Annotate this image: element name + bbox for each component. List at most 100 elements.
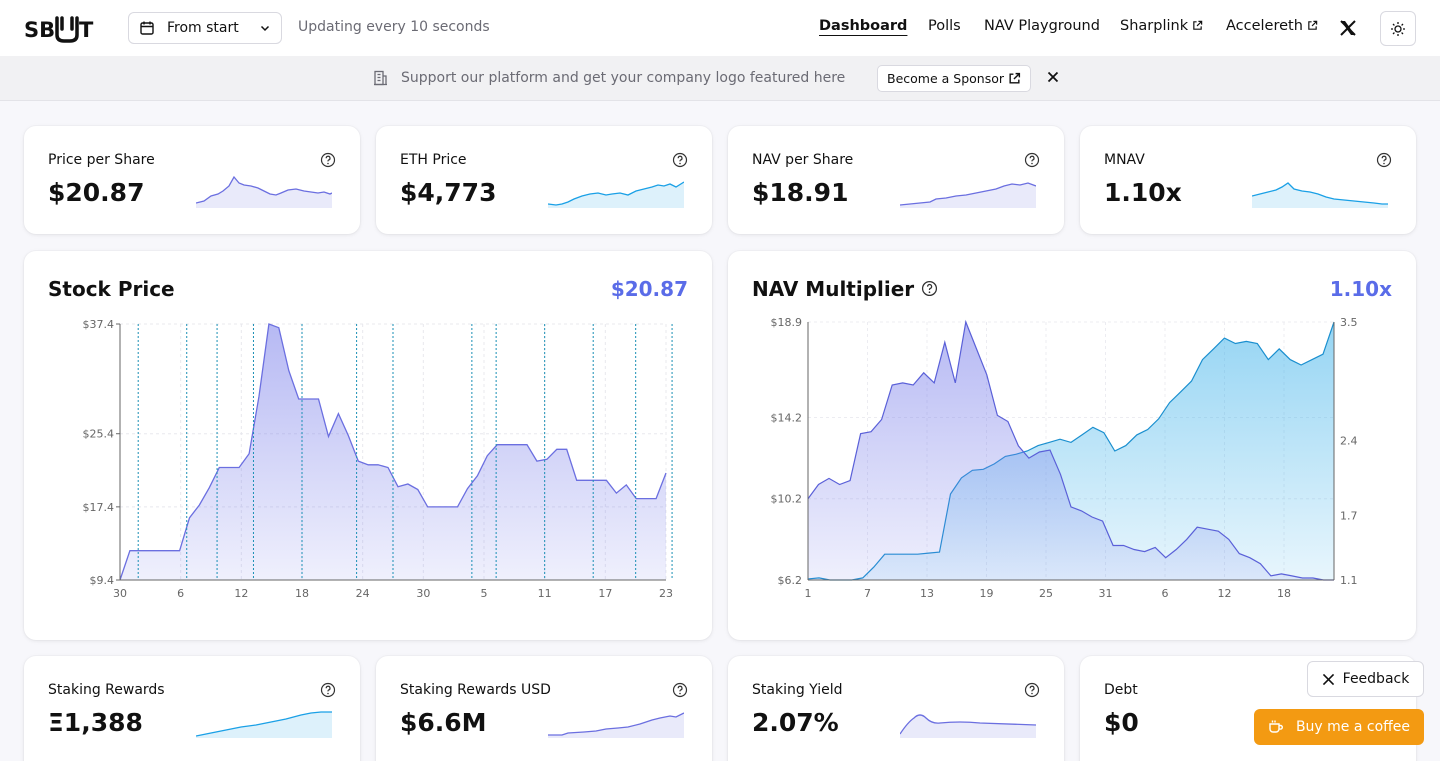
y-left-tick-label: $10.2 [771, 493, 803, 506]
help-icon[interactable] [320, 682, 336, 698]
stat-value: 1.10x [1104, 178, 1182, 207]
help-icon[interactable] [1024, 152, 1040, 168]
buy-coffee-label: Buy me a coffee [1295, 719, 1411, 735]
y-left-tick-label: $14.2 [771, 411, 803, 424]
stat-card-eth-price: ETH Price $4,773 [376, 126, 712, 234]
nav-accelereth[interactable]: Accelereth [1226, 18, 1318, 34]
sparkline-price [196, 175, 332, 208]
building-icon [374, 70, 387, 86]
y-right-tick-label: 1.1 [1340, 574, 1358, 587]
sparkline-mnav [1252, 182, 1388, 208]
x-tick-label: 17 [598, 587, 612, 600]
external-link-icon [1308, 20, 1318, 30]
x-tick-label: 12 [1218, 587, 1232, 600]
nav-polls[interactable]: Polls [928, 18, 961, 34]
calendar-icon [140, 21, 154, 35]
stat-label: ETH Price [400, 152, 467, 168]
nav-series-area [808, 322, 1334, 580]
sparkline-staking-rewards [196, 711, 332, 738]
chevron-down-icon [260, 25, 270, 32]
sbet-logo[interactable]: SB T [24, 13, 104, 43]
y-left-tick-label: $6.2 [778, 574, 803, 587]
y-tick-label: $25.4 [83, 428, 115, 441]
nav-sharplink-label: Sharplink [1120, 18, 1189, 34]
chart-title: Stock Price [48, 277, 175, 301]
feedback-button[interactable]: Feedback [1307, 661, 1424, 697]
stat-value: $6.6M [400, 708, 487, 737]
sponsor-banner: Support our platform and get your compan… [0, 56, 1440, 101]
x-tick-label: 7 [864, 587, 871, 600]
become-sponsor-label: Become a Sponsor [887, 71, 1004, 86]
x-tick-label: 25 [1039, 587, 1053, 600]
nav-multiplier-card: NAV Multiplier 1.10x $6.2 $10.2 $14.2 $18.9… [728, 251, 1416, 640]
theme-toggle-button[interactable] [1380, 11, 1416, 46]
x-twitter-icon [1322, 673, 1334, 685]
x-tick-label: 1 [805, 587, 812, 600]
date-range-select[interactable]: From start [128, 12, 282, 44]
stat-value: $0 [1104, 708, 1139, 737]
x-tick-label: 30 [113, 587, 127, 600]
help-icon[interactable] [1376, 152, 1392, 168]
sparkline-eth [548, 181, 684, 208]
help-icon[interactable] [672, 152, 688, 168]
stat-card-mnav: MNAV 1.10x [1080, 126, 1416, 234]
x-tick-label: 13 [920, 587, 934, 600]
stat-label: Staking Yield [752, 682, 843, 698]
sparkline-staking-yield [900, 714, 1036, 738]
help-icon[interactable] [672, 682, 688, 698]
stat-value: 2.07% [752, 708, 839, 737]
x-tick-label: 19 [980, 587, 994, 600]
y-tick-label: $9.4 [90, 574, 115, 587]
become-sponsor-button[interactable]: Become a Sponsor [877, 65, 1031, 92]
stat-value: $20.87 [48, 178, 145, 207]
top-header: SB T From start Updating every 10 second… [0, 0, 1440, 56]
x-twitter-icon[interactable] [1339, 19, 1357, 37]
stat-value: $4,773 [400, 178, 497, 207]
external-link-icon [1009, 72, 1021, 84]
x-tick-label: 18 [1277, 587, 1291, 600]
x-tick-label: 31 [1099, 587, 1113, 600]
x-tick-label: 18 [295, 587, 309, 600]
help-icon[interactable] [921, 280, 938, 297]
stat-label: Price per Share [48, 152, 155, 168]
date-range-label: From start [167, 20, 239, 36]
y-tick-label: $17.4 [83, 501, 115, 514]
close-icon[interactable] [1046, 70, 1060, 84]
chart-title: NAV Multiplier [752, 277, 915, 301]
nav-series-line [807, 319, 1334, 581]
y-right-tick-label: 2.4 [1340, 434, 1358, 447]
sparkline-staking-rewards-usd [548, 712, 684, 738]
help-icon[interactable] [320, 152, 336, 168]
chart-current-value: 1.10x [1329, 277, 1392, 301]
sun-icon [1391, 21, 1405, 36]
x-tick-label: 23 [659, 587, 673, 600]
svg-text:T: T [79, 18, 94, 42]
stat-value: Ξ1,388 [48, 708, 143, 737]
banner-text: Support our platform and get your compan… [401, 70, 846, 86]
stat-label: Debt [1104, 682, 1138, 698]
stock-price-card: Stock Price $20.87 $9.4 $17.4 $25.4 $37.4 30… [24, 251, 712, 640]
stat-card-staking-yield: Staking Yield 2.07% [728, 656, 1064, 761]
stat-card-staking-rewards-usd: Staking Rewards USD $6.6M [376, 656, 712, 761]
stat-label: MNAV [1104, 152, 1145, 168]
x-tick-label: 5 [481, 587, 488, 600]
nav-nav-playground[interactable]: NAV Playground [984, 18, 1100, 34]
stock-area [120, 324, 666, 580]
nav-dashboard[interactable]: Dashboard [819, 18, 908, 34]
coffee-cup-icon [1269, 720, 1283, 733]
x-tick-label: 6 [1162, 587, 1169, 600]
nav-sharplink[interactable]: Sharplink [1120, 18, 1203, 34]
external-link-icon [1193, 20, 1203, 30]
stat-card-nav-per-share: NAV per Share $18.91 [728, 126, 1064, 234]
help-icon[interactable] [1024, 682, 1040, 698]
stock-price-chart[interactable]: $9.4 $17.4 $25.4 $37.4 30 6 12 18 24 30 5 11 17 23 [24, 311, 712, 611]
buy-coffee-button[interactable]: Buy me a coffee [1254, 709, 1424, 745]
x-tick-label: 6 [177, 587, 184, 600]
x-tick-label: 30 [416, 587, 430, 600]
sparkline-nav [900, 182, 1036, 208]
nav-multiplier-chart[interactable]: $6.2 $10.2 $14.2 $18.9 1.1 1.7 2.4 3.5 1 7 13 19 25 3… [728, 311, 1416, 611]
x-tick-label: 11 [538, 587, 552, 600]
y-right-tick-label: 3.5 [1340, 316, 1358, 329]
feedback-label: Feedback [1342, 671, 1410, 687]
stat-label: Staking Rewards [48, 682, 165, 698]
